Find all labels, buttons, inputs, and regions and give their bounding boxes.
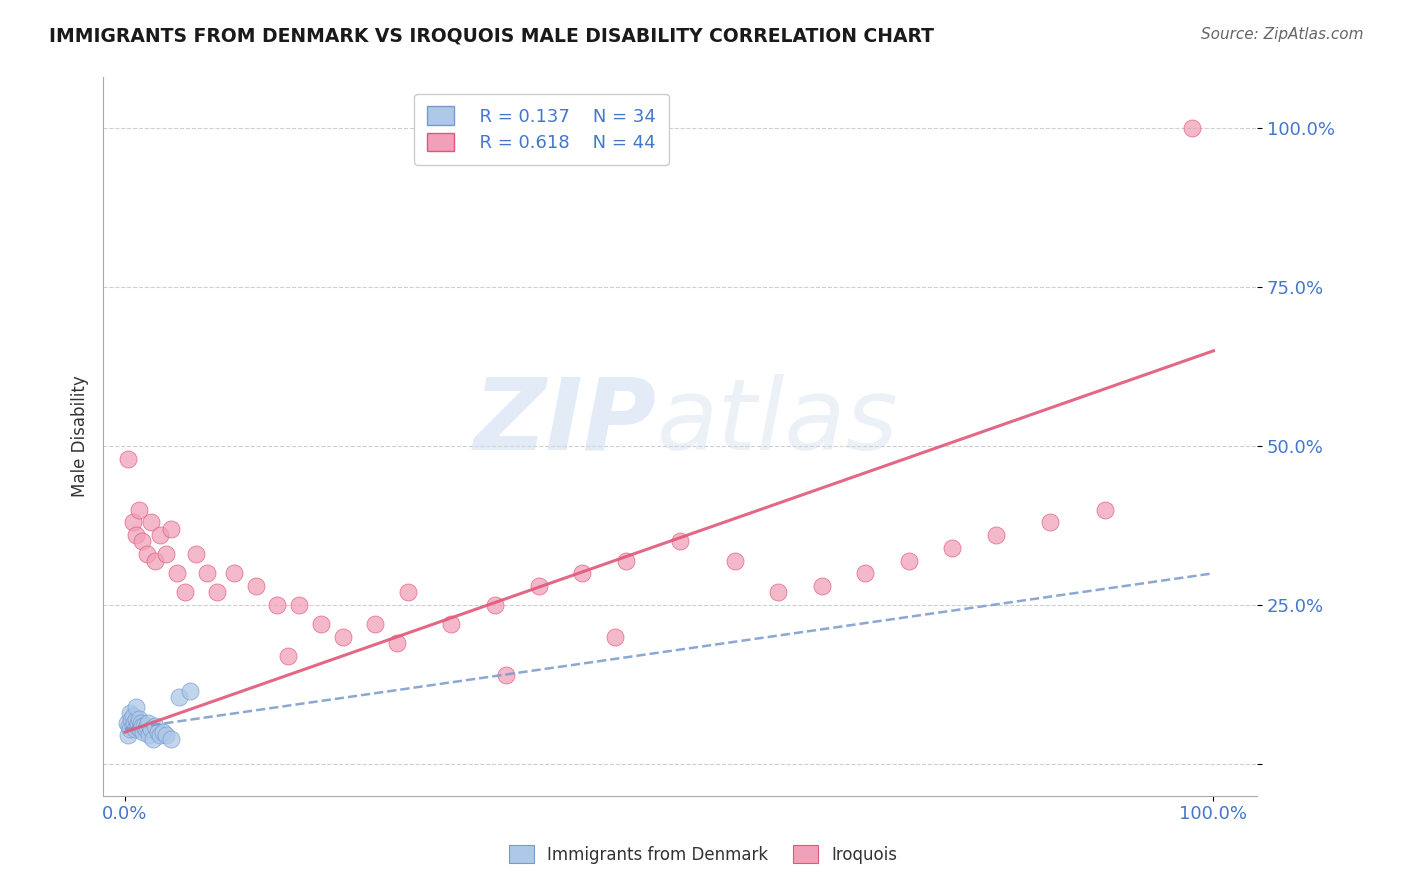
Point — [129, 722, 152, 736]
Text: IMMIGRANTS FROM DENMARK VS IROQUOIS MALE DISABILITY CORRELATION CHART: IMMIGRANTS FROM DENMARK VS IROQUOIS MALE… — [49, 27, 934, 45]
Point — [134, 719, 156, 733]
Point — [766, 585, 789, 599]
Point — [1039, 516, 1062, 530]
Point — [195, 566, 218, 581]
Point — [984, 528, 1007, 542]
Point — [115, 715, 138, 730]
Point — [603, 630, 626, 644]
Point — [128, 713, 150, 727]
Point — [120, 706, 142, 720]
Point — [135, 547, 157, 561]
Point — [309, 617, 332, 632]
Point — [139, 722, 162, 736]
Point — [810, 579, 832, 593]
Point — [484, 598, 506, 612]
Point — [440, 617, 463, 632]
Point — [1094, 502, 1116, 516]
Point — [385, 636, 408, 650]
Point — [117, 728, 139, 742]
Point — [121, 709, 143, 723]
Point — [853, 566, 876, 581]
Point — [723, 553, 745, 567]
Point — [125, 713, 148, 727]
Point — [120, 722, 142, 736]
Point — [155, 547, 177, 561]
Point — [495, 668, 517, 682]
Text: Source: ZipAtlas.com: Source: ZipAtlas.com — [1201, 27, 1364, 42]
Point — [122, 715, 145, 730]
Point — [277, 648, 299, 663]
Point — [266, 598, 288, 612]
Point — [159, 522, 181, 536]
Text: atlas: atlas — [657, 374, 898, 471]
Point — [152, 725, 174, 739]
Point — [159, 731, 181, 746]
Point — [117, 451, 139, 466]
Point — [149, 528, 172, 542]
Point — [145, 719, 167, 733]
Point — [179, 684, 201, 698]
Point — [146, 725, 169, 739]
Point — [614, 553, 637, 567]
Point — [136, 715, 159, 730]
Point — [132, 725, 155, 739]
Point — [155, 728, 177, 742]
Point — [135, 719, 157, 733]
Point — [125, 528, 148, 542]
Point — [145, 553, 167, 567]
Point — [125, 699, 148, 714]
Legend:   R = 0.137    N = 34,   R = 0.618    N = 44: R = 0.137 N = 34, R = 0.618 N = 44 — [415, 94, 669, 165]
Point — [207, 585, 229, 599]
Point — [571, 566, 593, 581]
Point — [121, 516, 143, 530]
Point — [332, 630, 354, 644]
Point — [149, 728, 172, 742]
Point — [669, 534, 692, 549]
Point — [527, 579, 550, 593]
Point — [941, 541, 963, 555]
Point — [288, 598, 311, 612]
Point — [173, 585, 195, 599]
Point — [131, 719, 153, 733]
Point — [169, 690, 191, 705]
Y-axis label: Male Disability: Male Disability — [72, 376, 89, 498]
Point — [139, 516, 162, 530]
Text: ZIP: ZIP — [474, 374, 657, 471]
Point — [166, 566, 188, 581]
Point — [124, 722, 146, 736]
Point — [131, 534, 153, 549]
Point — [125, 719, 148, 733]
Point — [184, 547, 207, 561]
Point — [129, 715, 152, 730]
Point — [138, 728, 160, 742]
Point — [1181, 121, 1204, 136]
Point — [118, 719, 141, 733]
Point — [396, 585, 419, 599]
Point — [135, 722, 157, 736]
Point — [897, 553, 920, 567]
Point — [142, 731, 165, 746]
Legend: Immigrants from Denmark, Iroquois: Immigrants from Denmark, Iroquois — [502, 838, 904, 871]
Point — [128, 502, 150, 516]
Point — [120, 713, 142, 727]
Point — [121, 719, 143, 733]
Point — [245, 579, 267, 593]
Point — [222, 566, 245, 581]
Point — [364, 617, 387, 632]
Point — [127, 715, 149, 730]
